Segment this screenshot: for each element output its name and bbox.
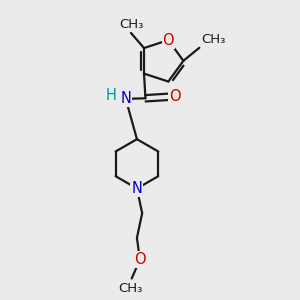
Text: N: N: [120, 92, 131, 106]
Text: O: O: [163, 33, 174, 48]
Text: O: O: [134, 252, 146, 267]
Text: N: N: [131, 181, 142, 196]
Text: CH₃: CH₃: [118, 282, 142, 295]
Text: CH₃: CH₃: [119, 18, 143, 31]
Text: O: O: [169, 89, 180, 104]
Text: H: H: [105, 88, 116, 104]
Text: CH₃: CH₃: [201, 33, 225, 46]
